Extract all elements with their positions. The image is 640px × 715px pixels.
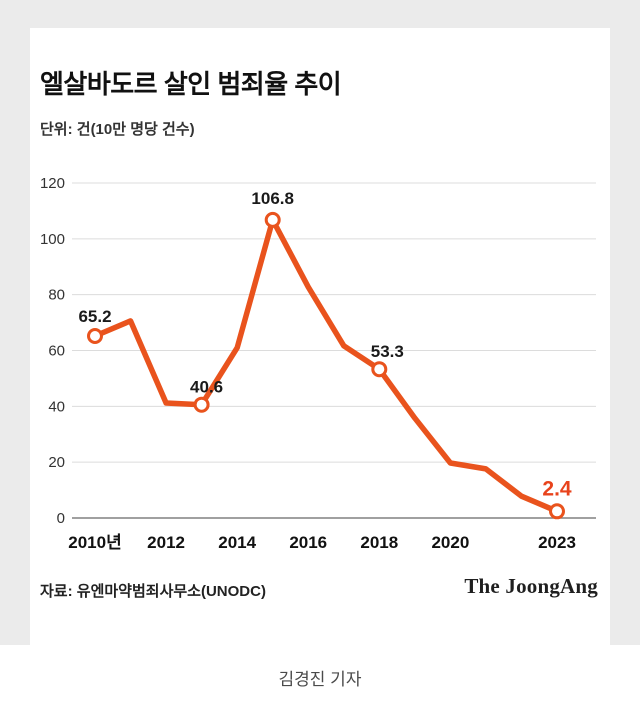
chart-title: 엘살바도르 살인 범죄율 추이 — [40, 69, 342, 99]
svg-text:80: 80 — [48, 287, 65, 304]
svg-text:20: 20 — [48, 454, 65, 471]
svg-text:53.3: 53.3 — [371, 342, 404, 361]
joongang-logo: The JoongAng — [464, 574, 598, 598]
x-axis-labels: 2010년 2012 2014 2016 2018 2020 2023 — [68, 533, 576, 552]
reporter-caption: 김경진 기자 — [278, 670, 362, 689]
svg-text:120: 120 — [40, 175, 65, 192]
svg-text:65.2: 65.2 — [78, 307, 111, 326]
svg-text:60: 60 — [48, 343, 65, 360]
svg-text:2023: 2023 — [538, 533, 576, 552]
svg-text:2018: 2018 — [360, 533, 398, 552]
data-labels: 65.2 40.6 106.8 53.3 2.4 — [78, 189, 571, 500]
svg-text:2016: 2016 — [289, 533, 327, 552]
caption-area: 김경진 기자 — [0, 645, 640, 715]
svg-text:2012: 2012 — [147, 533, 185, 552]
svg-text:2.4: 2.4 — [542, 477, 572, 500]
svg-text:40.6: 40.6 — [190, 378, 223, 397]
svg-text:2020: 2020 — [431, 533, 469, 552]
svg-text:100: 100 — [40, 231, 65, 248]
svg-text:2014: 2014 — [218, 533, 256, 552]
svg-text:40: 40 — [48, 398, 65, 415]
unit-label: 단위: 건(10만 명당 건수) — [40, 121, 195, 138]
chart-card: 엘살바도르 살인 범죄율 추이 단위: 건(10만 명당 건수) 0 20 40 60… — [30, 28, 610, 645]
series-line — [92, 217, 560, 515]
svg-text:2010년: 2010년 — [68, 533, 121, 552]
y-axis-labels: 0 20 40 60 80 100 120 — [40, 175, 65, 527]
grid-lines — [72, 182, 596, 519]
svg-text:0: 0 — [57, 510, 65, 527]
svg-text:106.8: 106.8 — [251, 189, 294, 208]
homicide-rate-line-chart: 0 20 40 60 80 100 120 2010년 2012 2014 2016 2018 2020… — [40, 175, 596, 552]
source-label: 자료: 유엔마약범죄사무소(UNODC) — [40, 583, 266, 600]
data-markers — [87, 211, 565, 520]
